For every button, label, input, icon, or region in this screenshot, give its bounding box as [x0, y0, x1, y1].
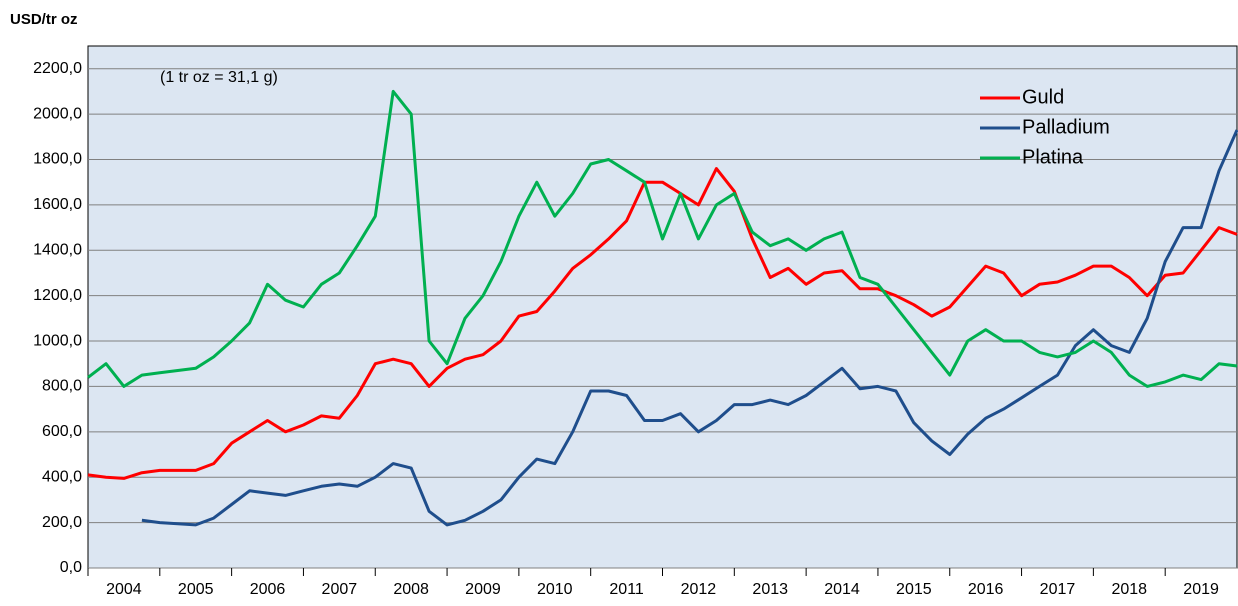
- x-tick-label: 2010: [537, 581, 573, 598]
- x-tick-label: 2005: [178, 581, 214, 598]
- y-tick-label: 1600,0: [33, 196, 82, 213]
- y-axis-label: USD/tr oz: [10, 11, 78, 28]
- x-tick-label: 2012: [681, 581, 717, 598]
- y-tick-label: 800,0: [42, 378, 82, 395]
- y-tick-label: 400,0: [42, 468, 82, 485]
- x-tick-label: 2007: [322, 581, 358, 598]
- x-tick-label: 2009: [465, 581, 501, 598]
- legend-label: Palladium: [1022, 116, 1110, 138]
- x-tick-label: 2019: [1183, 581, 1219, 598]
- x-tick-label: 2006: [250, 581, 286, 598]
- series-line: [87, 89, 1238, 388]
- y-tick-label: 1000,0: [33, 332, 82, 349]
- y-tick-label: 1400,0: [33, 241, 82, 258]
- y-tick-label: 200,0: [42, 514, 82, 531]
- x-tick-label: 2017: [1040, 581, 1076, 598]
- x-tick-label: 2004: [106, 581, 142, 598]
- legend-label: Platina: [1022, 146, 1084, 168]
- legend-label: Guld: [1022, 86, 1064, 108]
- y-tick-label: 2200,0: [33, 60, 82, 77]
- x-tick-label: 2015: [896, 581, 932, 598]
- x-tick-label: 2016: [968, 581, 1004, 598]
- series-line: [87, 167, 1238, 480]
- y-tick-label: 1200,0: [33, 287, 82, 304]
- plot-area: [87, 45, 1238, 569]
- x-tick-label: 2008: [393, 581, 429, 598]
- y-tick-label: 2000,0: [33, 105, 82, 122]
- y-tick-label: 1800,0: [33, 151, 82, 168]
- x-tick-label: 2011: [609, 581, 644, 598]
- series-line: [141, 129, 1238, 527]
- x-tick-label: 2018: [1111, 581, 1147, 598]
- x-tick-label: 2014: [824, 581, 860, 598]
- annotation: (1 tr oz = 31,1 g): [160, 69, 278, 86]
- y-tick-label: 0,0: [60, 559, 82, 576]
- x-tick-label: 2013: [752, 581, 788, 598]
- y-tick-label: 600,0: [42, 423, 82, 440]
